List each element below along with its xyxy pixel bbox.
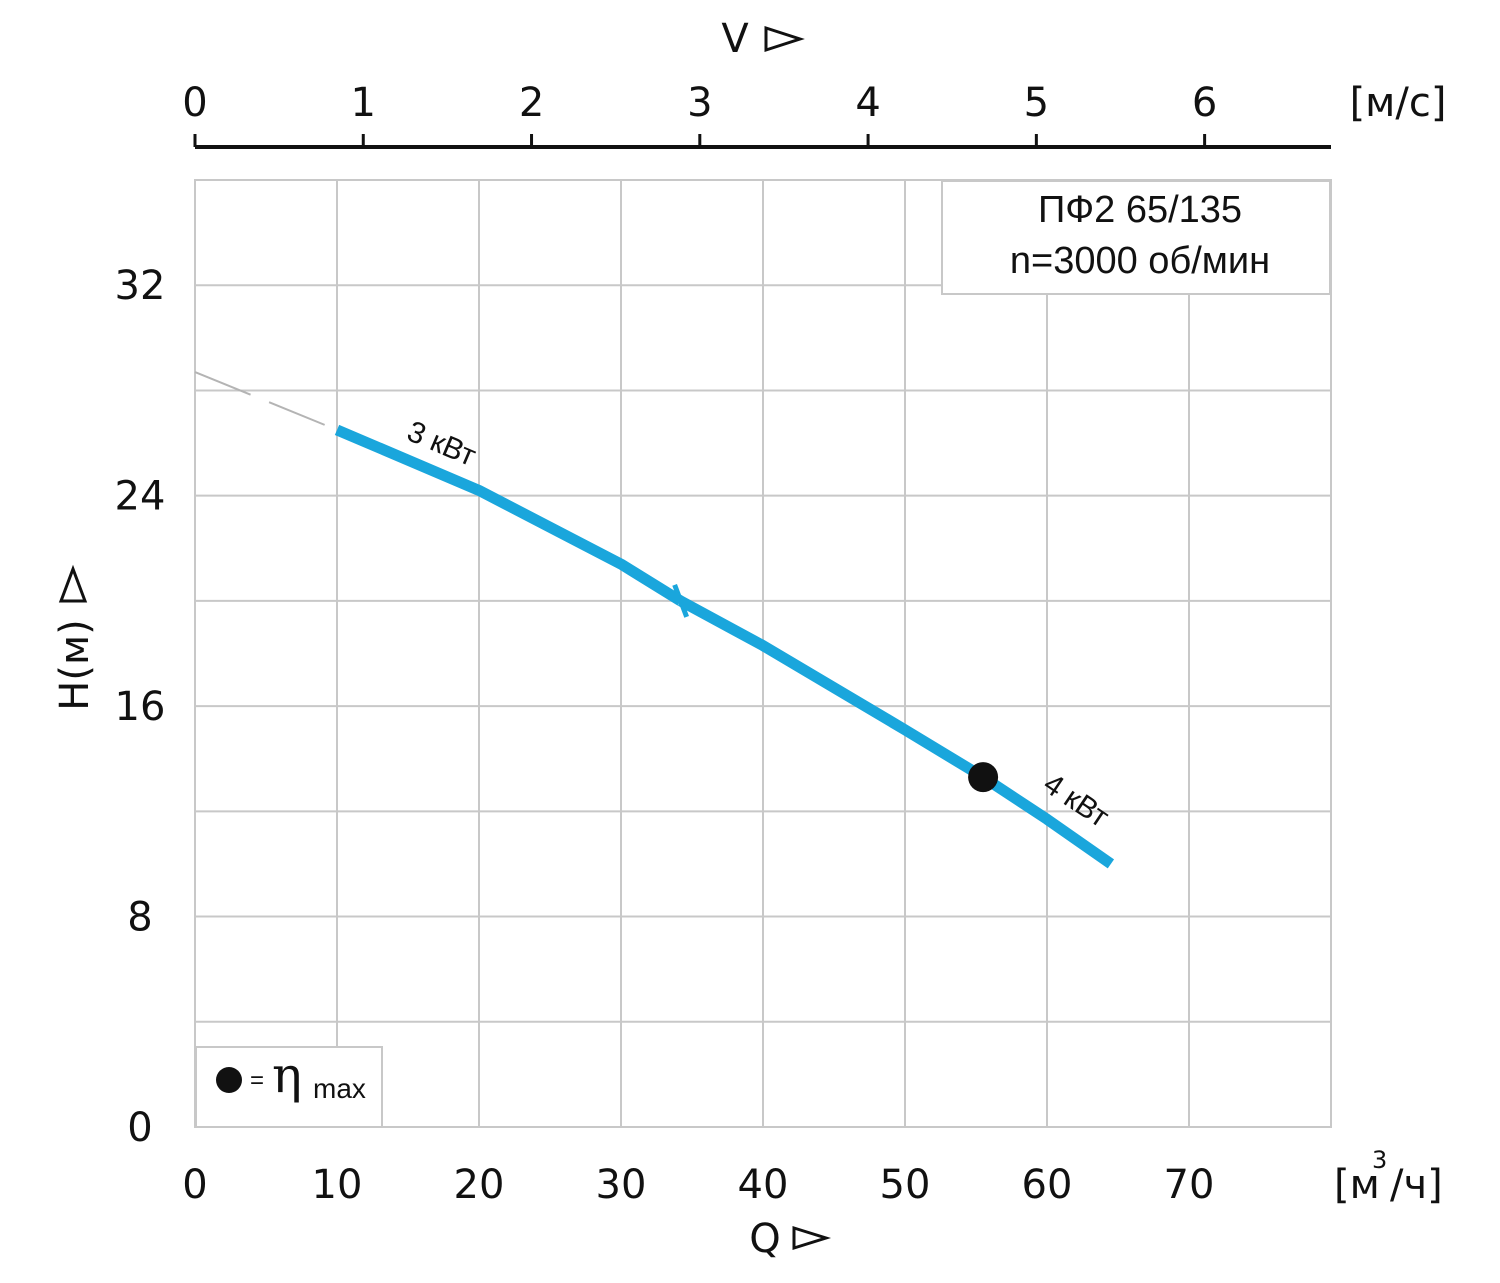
grid (194, 179, 1332, 1128)
x-tick-label: 50 (880, 1162, 931, 1208)
eta-legend-marker (216, 1067, 242, 1093)
info-box-frame (941, 180, 1331, 295)
top-tick-label: 6 (1192, 80, 1217, 126)
y-axis-ticks: 0 8 16 24 32 (115, 263, 166, 1151)
x-axis-unit-superscript: 3 (1372, 1146, 1387, 1174)
x-axis-title: Q (749, 1216, 780, 1262)
x-tick-label: 0 (182, 1162, 207, 1208)
series-divider-tick (672, 584, 689, 618)
x-axis-arrow-icon (792, 1225, 832, 1251)
y-tick-label: 24 (115, 474, 166, 520)
top-axis-title: V (721, 16, 749, 62)
x-axis-unit-main: [м (1334, 1162, 1380, 1208)
top-axis-arrow-icon (764, 25, 805, 53)
y-axis-arrow-icon (58, 564, 88, 603)
x-axis-unit-tail: /ч] (1390, 1162, 1443, 1208)
curve-3kw-line (334, 424, 684, 606)
info-box-speed: n=3000 об/мин (1010, 240, 1270, 282)
x-tick-label: 60 (1022, 1162, 1073, 1208)
y-axis-title-group: H(м) (52, 564, 98, 711)
top-tick-label: 2 (519, 80, 544, 126)
x-tick-label: 40 (738, 1162, 789, 1208)
top-axis-unit: [м/с] (1350, 80, 1447, 126)
top-tick-label: 5 (1024, 80, 1049, 126)
top-velocity-axis: 0 1 2 3 4 5 6 (182, 80, 1331, 149)
top-tick-label: 1 (351, 80, 376, 126)
x-axis-ticks: 0 10 20 30 40 50 60 70 (182, 1162, 1214, 1208)
eta-symbol: η (272, 1046, 302, 1104)
eta-legend-equals: = (250, 1067, 264, 1094)
y-axis-title: H(м) (52, 619, 98, 710)
eta-max-point (968, 762, 999, 793)
y-tick-label: 16 (115, 684, 166, 730)
y-tick-label: 0 (127, 1105, 152, 1151)
eta-subscript: max (313, 1073, 366, 1104)
x-tick-label: 20 (454, 1162, 505, 1208)
top-tick-label: 4 (855, 80, 880, 126)
x-tick-label: 70 (1164, 1162, 1215, 1208)
y-tick-label: 8 (127, 895, 152, 941)
info-box: ПФ2 65/135 n=3000 об/мин (941, 180, 1331, 295)
eta-legend: = η max (195, 1046, 383, 1128)
x-tick-label: 30 (596, 1162, 647, 1208)
curve-extrapolation-line (194, 371, 338, 431)
top-tick-label: 0 (182, 80, 207, 126)
curve-4kw-line (677, 596, 1115, 869)
top-tick-label: 3 (687, 80, 712, 126)
x-tick-label: 10 (312, 1162, 363, 1208)
info-box-title: ПФ2 65/135 (1038, 189, 1242, 231)
x-axis-unit: [м 3 /ч] (1334, 1146, 1443, 1208)
y-tick-label: 32 (115, 263, 166, 309)
